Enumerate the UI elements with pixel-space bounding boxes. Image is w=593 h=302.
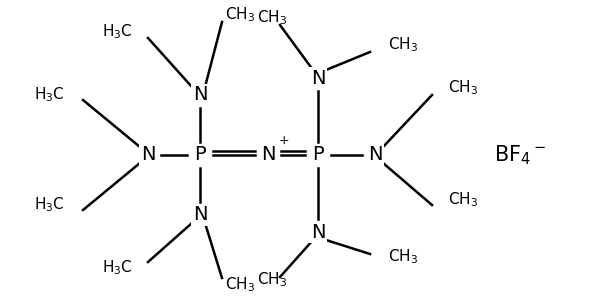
Text: N: N <box>193 205 207 224</box>
Text: CH$_3$: CH$_3$ <box>448 191 478 209</box>
Text: N: N <box>141 146 155 165</box>
Text: N: N <box>311 223 325 242</box>
Text: +: + <box>279 134 289 147</box>
Text: H$_3$C: H$_3$C <box>34 86 65 104</box>
Text: P: P <box>194 146 206 165</box>
Text: P: P <box>312 146 324 165</box>
Text: CH$_3$: CH$_3$ <box>448 79 478 97</box>
Text: N: N <box>368 146 382 165</box>
Text: H$_3$C: H$_3$C <box>103 23 133 41</box>
Text: CH$_3$: CH$_3$ <box>257 271 287 289</box>
Text: H$_3$C: H$_3$C <box>103 259 133 277</box>
Text: H$_3$C: H$_3$C <box>34 196 65 214</box>
Text: CH$_3$: CH$_3$ <box>257 9 287 27</box>
Text: CH$_3$: CH$_3$ <box>225 276 255 294</box>
Text: N: N <box>311 69 325 88</box>
Text: CH$_3$: CH$_3$ <box>225 6 255 24</box>
Text: BF$_4$$^-$: BF$_4$$^-$ <box>494 143 546 167</box>
Text: CH$_3$: CH$_3$ <box>388 36 418 54</box>
Text: N: N <box>261 146 275 165</box>
Text: CH$_3$: CH$_3$ <box>388 248 418 266</box>
Text: N: N <box>193 85 207 104</box>
